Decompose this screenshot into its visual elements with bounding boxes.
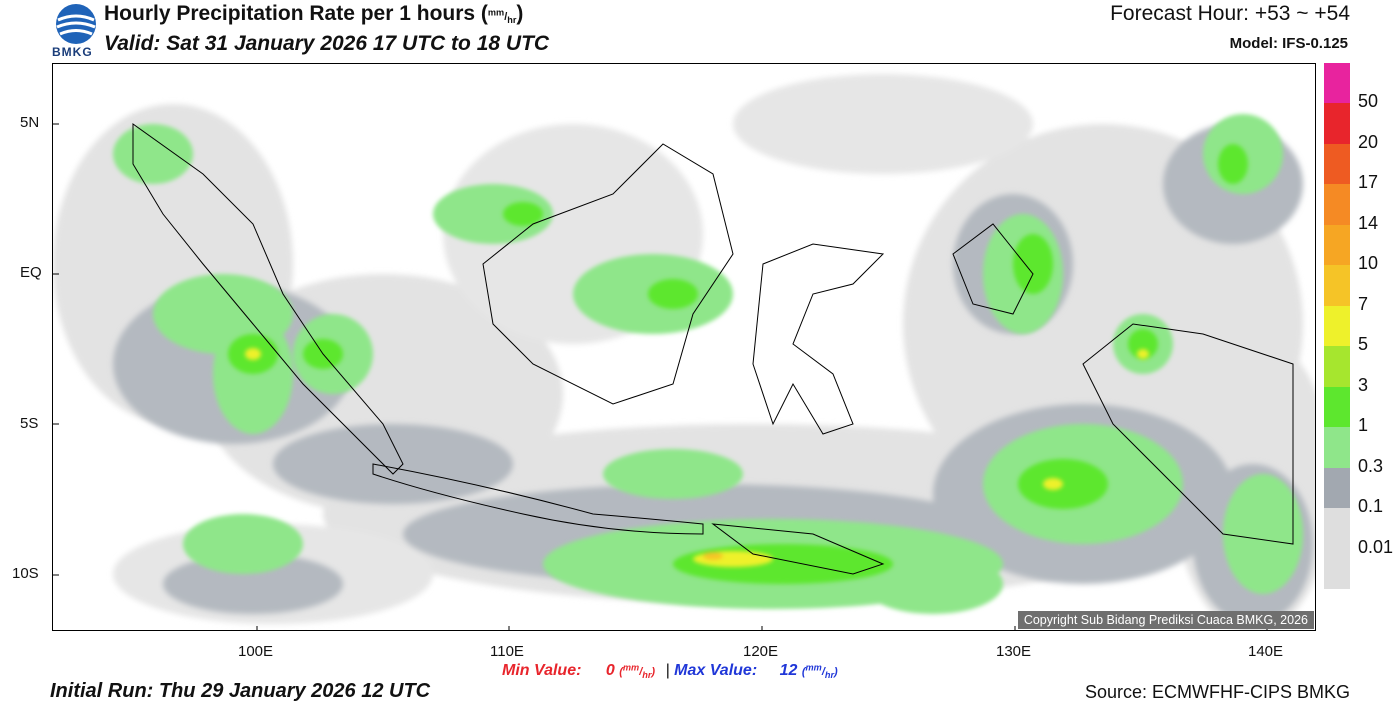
colorbar-segment bbox=[1324, 427, 1350, 468]
colorbar-segment bbox=[1324, 346, 1350, 387]
title-unit-bottom: hr bbox=[507, 15, 517, 26]
forecast-hour: Forecast Hour: +53 ~ +54 bbox=[1110, 2, 1350, 25]
lat-label-eq: EQ bbox=[20, 264, 42, 281]
model-label: Model: IFS-0.125 bbox=[1229, 35, 1348, 52]
source-label: Source: ECMWFHF-CIPS BMKG bbox=[1084, 682, 1350, 702]
colorbar-label: 0.1 bbox=[1358, 496, 1384, 517]
colorbar-label: 3 bbox=[1358, 374, 1369, 395]
stats-separator: | bbox=[665, 662, 670, 679]
lon-label-110e: 110E bbox=[490, 643, 524, 660]
colorbar-segment-top bbox=[1324, 63, 1350, 104]
colorbar-label: 1 bbox=[1358, 415, 1369, 436]
title-text: Hourly Precipitation Rate per 1 hours ( bbox=[104, 2, 488, 25]
bmkg-logo bbox=[52, 2, 100, 60]
valid-time: Valid: Sat 31 January 2026 17 UTC to 18 … bbox=[104, 32, 550, 55]
colorbar-segment bbox=[1324, 507, 1350, 549]
colorbar-segment-bottom bbox=[1324, 548, 1350, 589]
papua-outline bbox=[1082, 323, 1294, 545]
lat-label-5n: 5N bbox=[20, 114, 40, 131]
colorbar-label: 20 bbox=[1358, 131, 1379, 152]
colorbar-segment bbox=[1324, 467, 1350, 508]
min-value: 0 bbox=[605, 662, 615, 679]
title-unit-sep: / bbox=[504, 11, 508, 23]
lon-label-130e: 130E bbox=[996, 643, 1032, 660]
min-label: Min Value: bbox=[502, 662, 582, 679]
min-max-values: Min Value: 0 (mm/hr) | Max Value: 12 (mm… bbox=[502, 662, 838, 681]
title-close: ) bbox=[516, 2, 524, 25]
lon-label-100e: 100E bbox=[238, 643, 274, 660]
java-outline bbox=[372, 463, 704, 535]
coastlines bbox=[132, 123, 1294, 575]
colorbar-segment bbox=[1324, 184, 1350, 225]
sumatra-outline bbox=[132, 123, 404, 475]
colorbar-label: 0.01 bbox=[1358, 536, 1394, 557]
axis-ticks bbox=[53, 123, 1268, 630]
title-unit-top: mm bbox=[487, 7, 505, 18]
colorbar-segment bbox=[1324, 103, 1350, 144]
colorbar-label: 7 bbox=[1358, 293, 1369, 314]
min-unit-bottom: hr bbox=[642, 670, 652, 681]
logo-text: BMKG bbox=[52, 45, 93, 59]
max-value: 12 bbox=[779, 662, 798, 679]
colorbar-segment bbox=[1324, 224, 1350, 266]
colorbar-segment bbox=[1324, 265, 1350, 306]
sulawesi-outline bbox=[752, 243, 885, 435]
halmahera-outline bbox=[952, 223, 1034, 315]
initial-run: Initial Run: Thu 29 January 2026 12 UTC bbox=[50, 680, 431, 702]
copyright-label: Copyright Sub Bidang Prediksi Cuaca BMKG… bbox=[1017, 611, 1314, 629]
map-canvas bbox=[53, 74, 1315, 630]
borneo-outline bbox=[482, 143, 734, 405]
max-unit-top: mm bbox=[805, 662, 822, 673]
rain-field-heavy bbox=[245, 348, 1149, 567]
colorbar-label: 10 bbox=[1358, 253, 1379, 274]
lon-label-120e: 120E bbox=[743, 643, 779, 660]
colorbar-label: 14 bbox=[1358, 212, 1379, 233]
lon-label-140e: 140E bbox=[1248, 643, 1284, 660]
colorbar-label: 50 bbox=[1358, 91, 1379, 112]
page-title: Hourly Precipitation Rate per 1 hours (m… bbox=[104, 2, 523, 26]
min-unit-top: mm bbox=[622, 662, 640, 673]
colorbar-label: 5 bbox=[1358, 334, 1369, 355]
colorbar-segment bbox=[1324, 386, 1350, 428]
max-unit-bottom: hr bbox=[824, 670, 835, 681]
max-label: Max Value: bbox=[674, 662, 758, 679]
colorbar-label: 0.3 bbox=[1358, 455, 1384, 476]
nusa-tenggara-outline bbox=[711, 523, 885, 575]
colorbar-segment bbox=[1324, 143, 1350, 185]
lat-label-10s: 10S bbox=[12, 565, 39, 582]
colorbar bbox=[1324, 63, 1350, 589]
precipitation-map bbox=[52, 63, 1316, 631]
colorbar-segment bbox=[1324, 305, 1350, 347]
lat-label-5s: 5S bbox=[20, 415, 39, 432]
colorbar-label: 17 bbox=[1358, 172, 1379, 193]
